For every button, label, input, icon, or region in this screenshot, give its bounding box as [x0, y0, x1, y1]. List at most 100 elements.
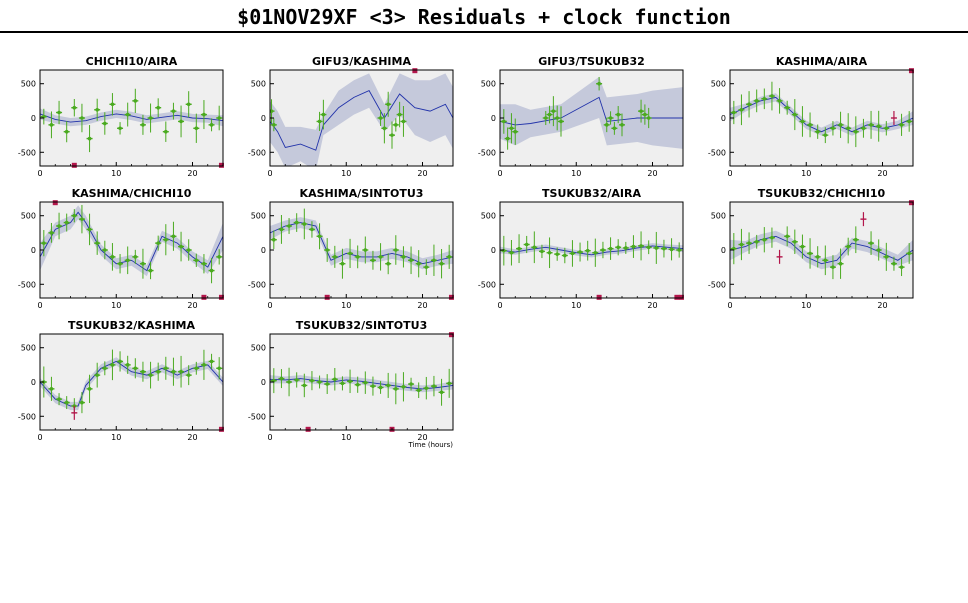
panel-title: GIFU3/KASHIMA: [312, 55, 411, 68]
residual-points: [270, 367, 453, 406]
panel-title: CHICHI10/AIRA: [86, 55, 178, 68]
data-point: [845, 237, 852, 256]
data-point: [208, 353, 215, 370]
data-point: [71, 98, 78, 117]
data-point: [324, 238, 331, 262]
data-point: [890, 256, 897, 271]
residual-panel: 0 10 20 -500 0 500 KASHIMA/SINTOTU3: [248, 187, 454, 310]
data-point: [301, 208, 308, 240]
data-point: [139, 361, 146, 382]
data-point: [170, 102, 177, 120]
y-tick-label: 500: [251, 80, 266, 89]
data-point: [381, 113, 388, 144]
residual-points: [270, 91, 407, 149]
x-tick-label: 20: [187, 433, 197, 442]
data-point: [385, 253, 392, 275]
residual-panel: 0 10 20 -500 0 500 KASHIMA/AIRA: [708, 55, 914, 178]
flagged-point: [71, 405, 78, 420]
y-tick-label: 500: [481, 212, 496, 221]
data-point: [768, 227, 775, 248]
data-point: [200, 100, 207, 130]
data-point: [40, 230, 47, 257]
flagged-point: [71, 162, 77, 168]
residual-panel: 0 10 20 -500 0 500 GIFU3/TSUKUB32: [478, 55, 684, 178]
y-tick-label: -500: [18, 280, 36, 289]
data-point: [178, 105, 185, 138]
data-point: [193, 253, 200, 267]
data-point: [109, 243, 116, 271]
data-point: [538, 244, 545, 259]
data-point: [162, 356, 169, 380]
data-point: [611, 121, 618, 135]
data-point: [508, 239, 515, 266]
data-point: [768, 81, 775, 111]
y-tick-label: 500: [21, 212, 36, 221]
data-point: [400, 246, 407, 268]
data-point: [753, 234, 760, 249]
residual-panel: 0 10 20 -500 0 500 TSUKUB32/AIRA: [478, 187, 684, 310]
clock-function-line: [730, 96, 913, 133]
data-point: [124, 246, 131, 275]
data-point: [208, 118, 215, 132]
data-point: [193, 113, 200, 143]
x-tick-label: 20: [417, 433, 427, 442]
residual-panel: 0 10 20 -500 0 500 CHICHI10/AIRA: [18, 55, 224, 178]
residual-panel: 0 10 20 -500 0 500 TSUKUB32/CHICHI10: [708, 187, 914, 310]
data-point: [599, 241, 606, 259]
x-tick-label: 10: [111, 433, 121, 442]
x-tick-label: 10: [111, 169, 121, 178]
x-tick-label: 20: [417, 169, 427, 178]
x-tick-label: 10: [571, 169, 581, 178]
data-point: [546, 237, 553, 269]
data-point: [48, 222, 55, 243]
data-point: [369, 376, 376, 396]
data-point: [162, 121, 169, 142]
data-point: [78, 204, 85, 234]
x-tick-label: 20: [417, 301, 427, 310]
data-point: [155, 98, 162, 118]
clock-function-line: [500, 245, 683, 256]
y-tick-label: 500: [481, 80, 496, 89]
clock-uncertainty-band: [730, 230, 913, 270]
data-point: [48, 376, 55, 401]
data-point: [645, 107, 652, 129]
data-point: [822, 245, 829, 276]
residual-points: [500, 231, 683, 269]
data-point: [193, 361, 200, 375]
flagged-point: [448, 294, 454, 300]
data-point: [385, 91, 392, 117]
data-point: [178, 231, 185, 262]
x-tick-label: 0: [727, 301, 732, 310]
data-point: [339, 248, 346, 279]
data-point: [807, 112, 814, 138]
data-point: [561, 247, 568, 264]
data-point: [124, 102, 131, 127]
data-point: [638, 99, 645, 123]
data-point: [94, 98, 101, 121]
x-tick-label: 20: [877, 301, 887, 310]
y-tick-label: 0: [31, 246, 36, 255]
data-point: [875, 110, 882, 142]
data-point: [400, 106, 407, 137]
data-point: [347, 369, 354, 394]
clock-function-line: [270, 378, 453, 390]
data-point: [852, 226, 859, 254]
data-point: [308, 371, 315, 391]
data-point: [56, 212, 63, 240]
y-tick-label: -500: [708, 280, 726, 289]
data-point: [822, 127, 829, 144]
data-point: [331, 367, 338, 391]
x-tick-label: 10: [801, 169, 811, 178]
plot-background: [40, 334, 223, 430]
data-point: [385, 372, 392, 398]
data-point: [516, 234, 523, 264]
data-point: [791, 99, 798, 131]
data-point: [109, 93, 116, 116]
data-point: [845, 113, 852, 144]
data-point: [607, 111, 614, 125]
y-tick-label: 500: [21, 80, 36, 89]
data-point: [430, 244, 437, 276]
data-point: [676, 242, 683, 258]
data-point: [216, 357, 223, 380]
data-point: [400, 372, 407, 402]
